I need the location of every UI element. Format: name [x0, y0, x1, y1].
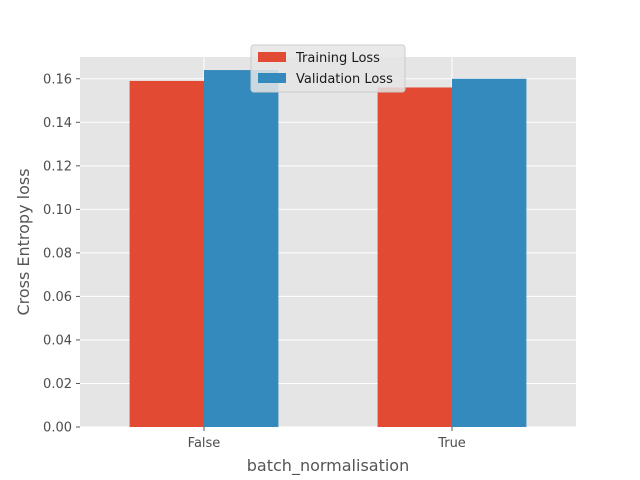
- x-axis-label: batch_normalisation: [247, 456, 409, 476]
- y-tick-label: 0.16: [43, 72, 72, 87]
- y-tick-label: 0.00: [43, 421, 72, 436]
- legend-label-training-loss: Training Loss: [295, 51, 380, 66]
- y-tick-label: 0.04: [43, 333, 72, 348]
- y-tick-label: 0.14: [43, 116, 72, 131]
- x-tick-label: False: [188, 436, 221, 451]
- y-tick-label: 0.12: [43, 159, 72, 174]
- bar-validation-loss-true: [452, 78, 527, 427]
- y-tick-label: 0.06: [43, 290, 72, 305]
- bars: [129, 70, 527, 428]
- bar-training-loss-true: [377, 87, 452, 428]
- y-tick-label: 0.02: [43, 377, 72, 392]
- legend: Training Loss Validation Loss: [250, 44, 406, 93]
- y-tick-label: 0.08: [43, 246, 72, 261]
- legend-swatch-validation-loss: [258, 73, 286, 83]
- legend-label-validation-loss: Validation Loss: [296, 72, 393, 87]
- legend-box: [250, 44, 406, 93]
- y-axis-ticks: 0.00 0.02 0.04 0.06 0.08 0.10 0.12 0.14 0.16: [43, 72, 80, 436]
- y-axis-label: Cross Entropy loss: [14, 168, 33, 315]
- bar-training-loss-false: [129, 80, 204, 428]
- y-tick-label: 0.10: [43, 203, 72, 218]
- bar-validation-loss-false: [204, 70, 279, 427]
- legend-swatch-training-loss: [258, 52, 286, 62]
- x-axis-ticks: False True: [188, 427, 466, 451]
- x-tick-label: True: [437, 436, 466, 451]
